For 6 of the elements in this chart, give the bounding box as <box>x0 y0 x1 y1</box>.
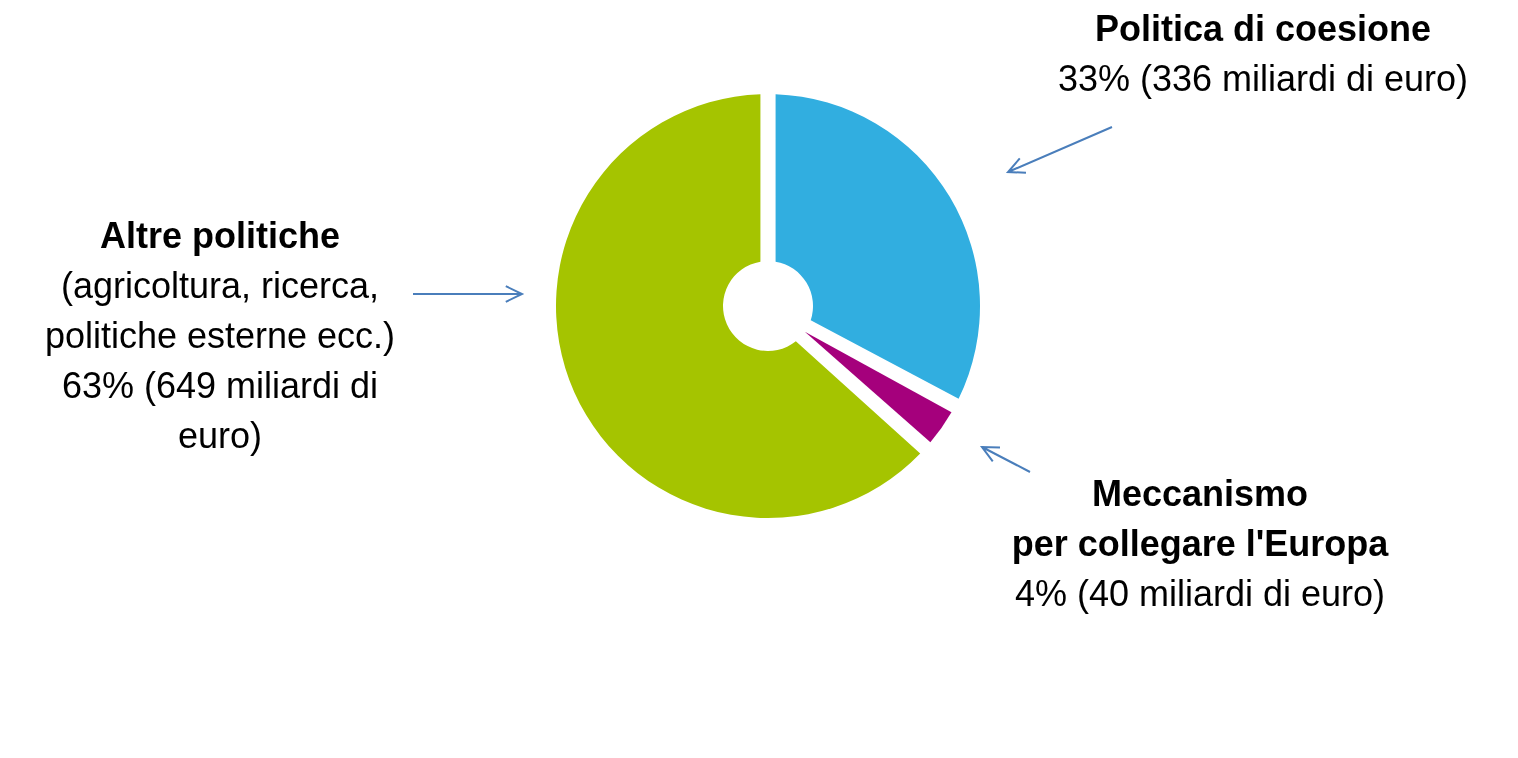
slice-label: Politica di coesione <box>1094 8 1432 49</box>
data-label: 4% (40 miliardi di euro) <box>1014 573 1386 614</box>
data-label: 33% (336 miliardi di euro) <box>1057 58 1469 99</box>
slice-label: Meccanismo per collegare l'Europa <box>1011 473 1390 564</box>
slice-label: Altre politiche <box>99 215 341 256</box>
data-label: (agricoltura, ricerca, politiche esterne ecc.) 63% (649 miliardi di euro) <box>44 265 396 456</box>
